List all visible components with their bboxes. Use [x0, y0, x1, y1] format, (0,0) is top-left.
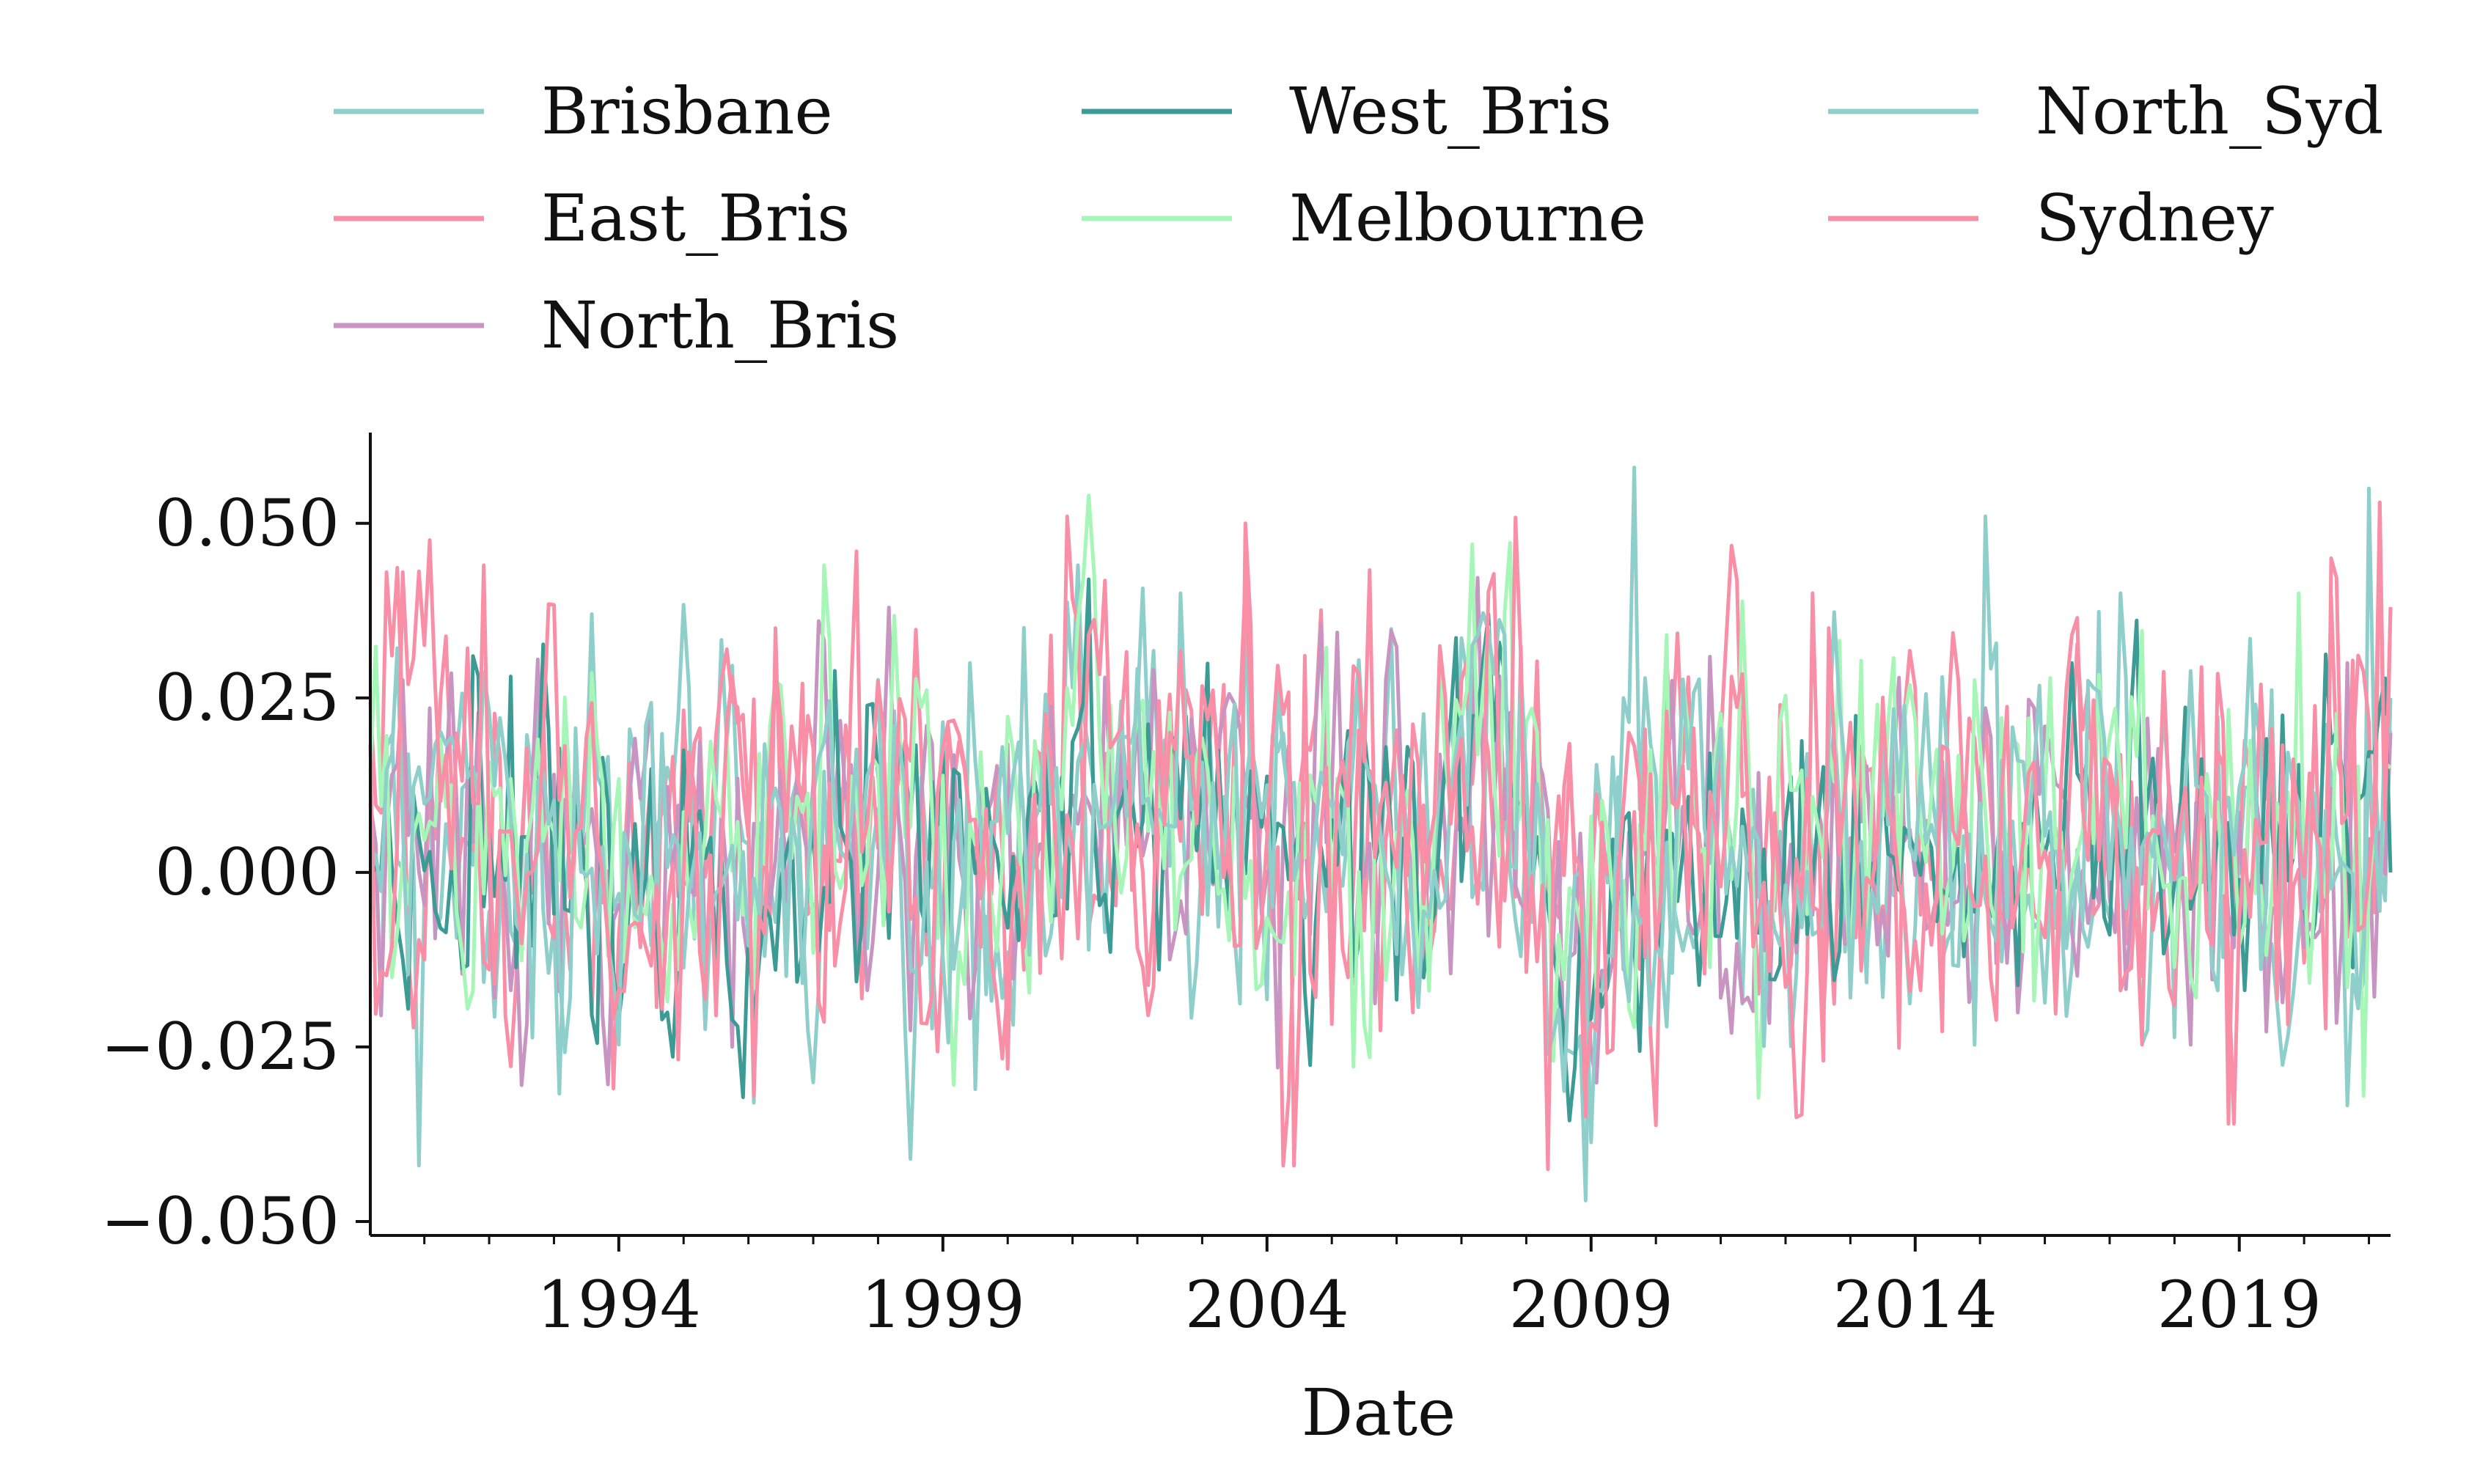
legend-label-melbourne: Melbourne — [1289, 180, 1646, 256]
legend-label-north-bris: North_Bris — [541, 287, 899, 363]
legend-label-brisbane: Brisbane — [541, 73, 833, 149]
y-tick-label: −0.050 — [100, 1183, 340, 1259]
y-tick-label: 0.025 — [155, 660, 340, 735]
y-tick-label: 0.000 — [155, 834, 340, 910]
y-tick-label: −0.025 — [100, 1009, 340, 1084]
y-tick-label: 0.050 — [155, 485, 340, 561]
axes: 0.050 0.025 0.000 −0.025 −0.050 1994 1999 2004 2… — [100, 433, 2391, 1342]
legend-label-north-syd: North_Syd — [2036, 73, 2383, 149]
x-tick-label: 2014 — [1833, 1267, 1997, 1342]
x-tick-label: 2004 — [1185, 1267, 1349, 1342]
legend: Brisbane East_Bris North_Bris West_Bris Melb… — [334, 73, 2383, 363]
x-axis-label: Date — [1302, 1375, 1456, 1450]
legend-label-east-bris: East_Bris — [541, 180, 850, 256]
x-tick-label: 1994 — [537, 1267, 701, 1342]
series-layer — [368, 466, 2393, 1202]
legend-label-west-bris: West_Bris — [1289, 73, 1612, 149]
legend-label-sydney: Sydney — [2036, 180, 2274, 256]
series-line-sydney — [368, 500, 2393, 1172]
x-tick-label: 2009 — [1509, 1267, 1673, 1342]
x-tick-label: 2019 — [2157, 1267, 2322, 1342]
x-tick-label: 1999 — [861, 1267, 1025, 1342]
